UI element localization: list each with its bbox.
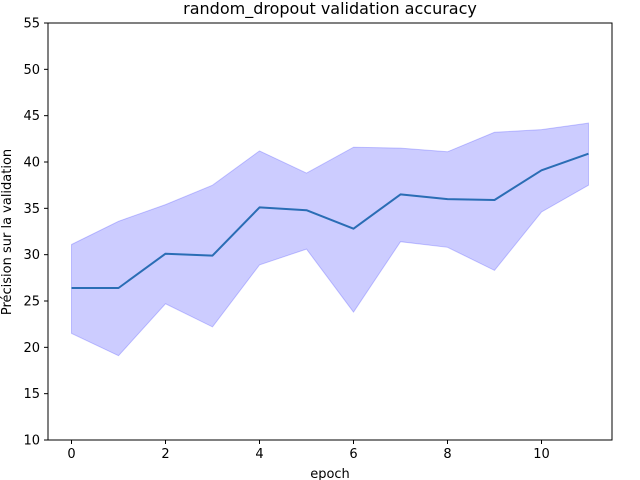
y-tick-label: 30 xyxy=(23,248,40,263)
y-tick-label: 15 xyxy=(23,387,40,402)
series-line xyxy=(71,152,589,289)
x-tick-label: 8 xyxy=(443,447,451,462)
series-line-layer xyxy=(71,152,589,289)
y-tick-label: 40 xyxy=(23,156,40,171)
y-tick-label: 20 xyxy=(23,341,40,356)
y-tick-label: 35 xyxy=(23,202,40,217)
x-axis-ticks: 0 2 4 6 8 10 xyxy=(67,440,550,462)
y-axis-label: Précision sur la validation xyxy=(0,149,15,315)
plot-frame xyxy=(47,22,613,441)
confidence-band xyxy=(71,122,589,357)
x-tick-label: 6 xyxy=(349,447,357,462)
y-tick-label: 55 xyxy=(23,17,40,32)
confidence-band-layer xyxy=(71,122,589,357)
chart-title: random_dropout validation accuracy xyxy=(183,0,477,19)
y-tick-label: 45 xyxy=(23,109,40,124)
y-tick-label: 10 xyxy=(23,434,40,449)
y-axis-ticks: 10 15 20 25 30 35 40 45 50 55 xyxy=(23,17,48,449)
x-axis-label: epoch xyxy=(310,467,350,480)
y-tick-label: 50 xyxy=(23,63,40,78)
y-tick-label: 25 xyxy=(23,295,40,310)
x-tick-label: 2 xyxy=(161,447,169,462)
x-tick-label: 0 xyxy=(67,447,75,462)
x-tick-label: 4 xyxy=(255,447,263,462)
x-tick-label: 10 xyxy=(533,447,550,462)
